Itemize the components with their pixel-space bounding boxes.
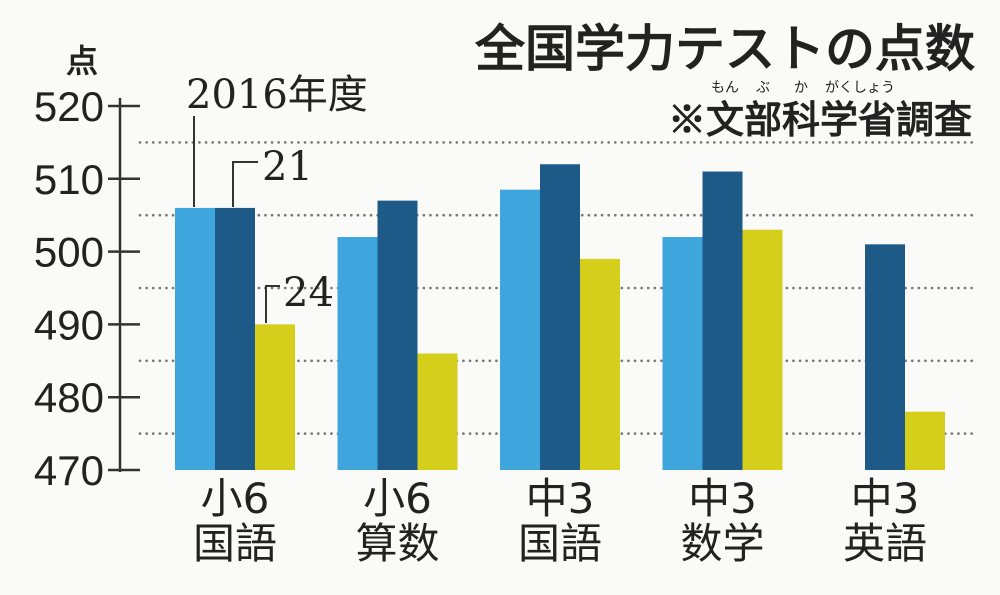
- x-category-label: 小6: [363, 474, 432, 523]
- x-category-label: 中3: [526, 474, 595, 523]
- legend-label-21: 21: [262, 144, 313, 190]
- chart-title: 全国学力テストの点数: [474, 20, 975, 78]
- bar-series-1-category-3: [702, 171, 743, 470]
- x-category-label: 算数: [355, 519, 439, 568]
- subtitle-ruby: もん ぶ か がくしょう: [711, 80, 895, 96]
- x-category-label: 国語: [193, 519, 277, 568]
- bar-series-2-category-1: [417, 353, 458, 470]
- y-tick-label: 500: [34, 229, 104, 276]
- y-axis-unit: 点: [66, 42, 98, 80]
- bar-series-2-category-0: [255, 324, 295, 470]
- x-category-label: 国語: [518, 519, 602, 568]
- y-tick-label: 480: [34, 374, 104, 421]
- y-tick-label: 490: [34, 301, 104, 348]
- chart-subtitle: ※文部科学省調査: [668, 97, 972, 142]
- x-category-label: 中3: [851, 474, 920, 523]
- ruby-gakushou: がくしょう: [825, 80, 895, 96]
- y-axis: 520 510 500 490 480 470: [34, 83, 140, 494]
- bar-series-1-category-4: [865, 244, 905, 470]
- bar-series-0-category-1: [337, 237, 378, 470]
- ruby-ka: か: [794, 80, 808, 96]
- bar-series-0-category-2: [500, 189, 540, 470]
- ruby-mon: もん: [711, 80, 739, 96]
- x-category-label: 英語: [843, 519, 927, 568]
- bar-series-1-category-2: [540, 164, 580, 471]
- x-category-label: 数学: [680, 519, 764, 568]
- legend-label-2016: 2016年度: [186, 72, 368, 118]
- x-category-label: 中3: [688, 474, 757, 523]
- legend-leader-21: [232, 161, 258, 207]
- legend-leader-24: [265, 285, 280, 323]
- x-category-label: 小6: [201, 474, 270, 523]
- y-tick-label: 520: [34, 83, 104, 130]
- bar-series-0-category-3: [662, 237, 703, 470]
- ruby-bu: ぶ: [756, 80, 770, 96]
- bar-series-1-category-1: [377, 200, 418, 470]
- bar-series-2-category-4: [905, 411, 945, 470]
- bars: [175, 164, 945, 471]
- bar-series-1-category-0: [215, 207, 255, 471]
- bar-series-2-category-2: [580, 258, 620, 470]
- bar-series-2-category-3: [742, 229, 783, 470]
- bar-series-0-category-0: [175, 207, 215, 471]
- y-tick-label: 510: [34, 156, 104, 203]
- legend-label-24: 24: [283, 270, 334, 316]
- legend-annotations: 2016年度 21 24: [186, 72, 368, 323]
- y-tick-label: 470: [34, 447, 104, 494]
